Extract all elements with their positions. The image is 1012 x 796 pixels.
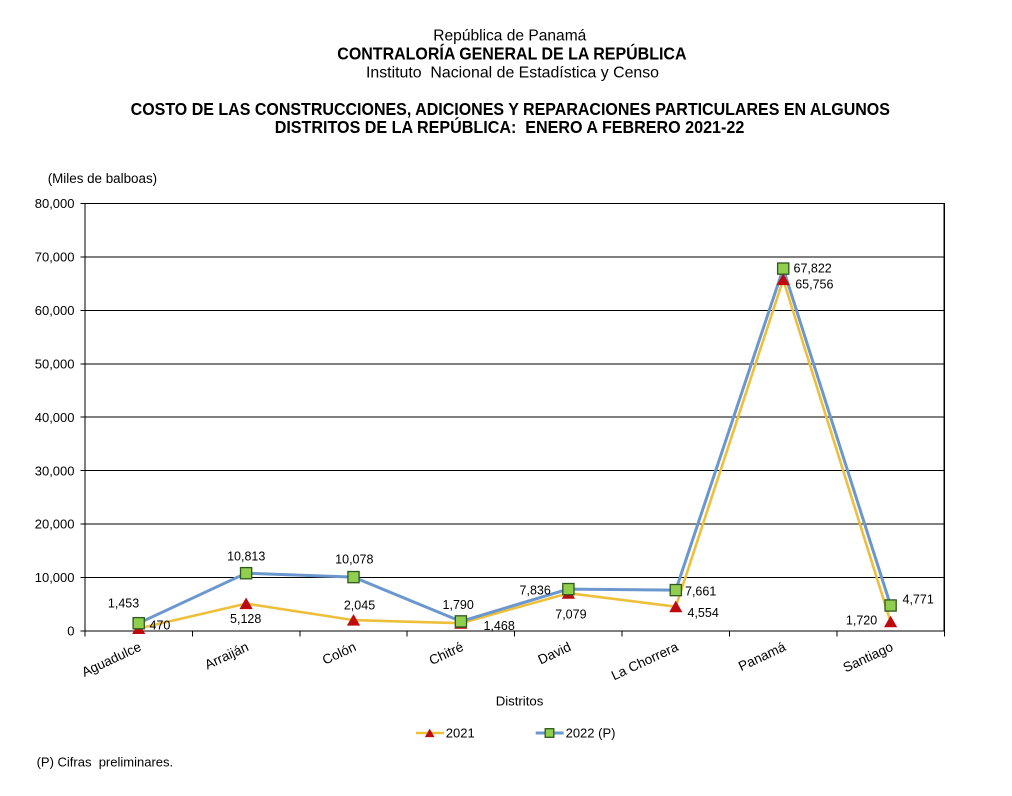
svg-text:La Chorrera: La Chorrera (609, 639, 681, 683)
svg-text:7,079: 7,079 (555, 607, 586, 621)
svg-text:10,000: 10,000 (35, 570, 75, 585)
svg-text:67,822: 67,822 (794, 261, 832, 275)
svg-text:COSTO DE LAS CONSTRUCCIONES, A: COSTO DE LAS CONSTRUCCIONES, ADICIONES Y… (131, 99, 890, 119)
svg-text:República de Panamá: República de Panamá (433, 28, 586, 45)
svg-text:65,756: 65,756 (795, 277, 833, 291)
svg-text:2,045: 2,045 (344, 599, 375, 613)
svg-text:2022 (P): 2022 (P) (566, 726, 616, 741)
svg-text:4,771: 4,771 (903, 592, 934, 606)
svg-text:470: 470 (150, 618, 171, 632)
svg-text:Chitré: Chitré (427, 639, 466, 668)
svg-text:10,078: 10,078 (335, 553, 373, 567)
svg-text:70,000: 70,000 (35, 250, 75, 265)
svg-text:David: David (536, 639, 574, 667)
svg-text:20,000: 20,000 (35, 517, 75, 532)
svg-text:Instituto Nacional de Estadís: Instituto Nacional de Estadística y Cens… (366, 64, 659, 81)
svg-text:7,836: 7,836 (520, 583, 551, 597)
svg-text:Distritos: Distritos (496, 693, 544, 708)
svg-text:Arraiján: Arraiján (202, 639, 251, 672)
svg-text:0: 0 (67, 624, 74, 639)
svg-text:(P) Cifras preliminares.: (P) Cifras preliminares. (37, 754, 174, 769)
svg-text:DISTRITOS DE LA REPÚBLICA: EN: DISTRITOS DE LA REPÚBLICA: ENERO A FEBRE… (275, 116, 745, 137)
svg-text:4,554: 4,554 (688, 606, 719, 620)
svg-text:40,000: 40,000 (35, 410, 75, 425)
svg-text:1,720: 1,720 (846, 614, 877, 628)
svg-text:50,000: 50,000 (35, 356, 75, 371)
svg-text:Colón: Colón (320, 639, 358, 668)
svg-text:60,000: 60,000 (35, 303, 75, 318)
svg-text:1,453: 1,453 (108, 597, 139, 611)
svg-text:CONTRALORÍA GENERAL DE LA REPÚ: CONTRALORÍA GENERAL DE LA REPÚBLICA (337, 42, 687, 63)
svg-text:1,790: 1,790 (443, 598, 474, 612)
svg-text:Santiago: Santiago (841, 639, 896, 675)
svg-text:Panamá: Panamá (736, 639, 788, 674)
svg-text:30,000: 30,000 (35, 463, 75, 478)
svg-text:7,661: 7,661 (685, 584, 716, 598)
svg-text:5,128: 5,128 (230, 612, 261, 626)
svg-text:Aguadulce: Aguadulce (79, 639, 143, 680)
svg-text:2021: 2021 (446, 726, 475, 741)
svg-text:1,468: 1,468 (484, 619, 515, 633)
svg-text:10,813: 10,813 (227, 550, 265, 564)
svg-text:(Miles de balboas): (Miles de balboas) (48, 171, 157, 186)
svg-text:80,000: 80,000 (35, 196, 75, 211)
